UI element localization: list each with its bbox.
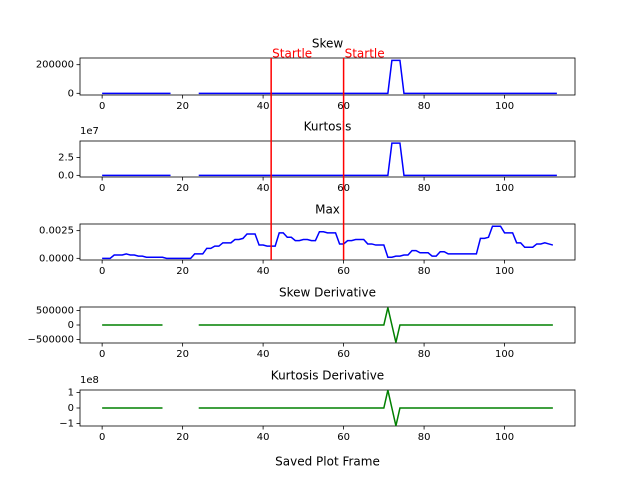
- x-tick-label: 80: [418, 432, 431, 443]
- data-line: [102, 307, 553, 343]
- x-tick-label: 80: [418, 101, 431, 112]
- x-tick-label: 20: [176, 349, 189, 360]
- subplot-title: Skew Derivative: [279, 286, 376, 300]
- x-tick-label: 100: [495, 432, 514, 443]
- x-tick-label: 60: [337, 432, 350, 443]
- y-tick-label: 500000: [36, 305, 74, 316]
- data-line: [102, 389, 553, 427]
- data-line: [102, 225, 554, 260]
- subplot-title: Skew: [312, 37, 344, 51]
- x-tick-label: 40: [257, 349, 270, 360]
- x-tick-label: 60: [337, 349, 350, 360]
- y-tick-label: 0.0000: [39, 253, 74, 264]
- x-tick-label: 40: [257, 183, 270, 194]
- x-tick-label: 80: [418, 266, 431, 277]
- data-line: [102, 142, 557, 177]
- axes-frame: [79, 57, 576, 96]
- x-tick-label: 0: [99, 349, 105, 360]
- y-tick-label: 0: [68, 320, 74, 331]
- offset-text: 1e7: [80, 126, 99, 137]
- data-line: [102, 59, 557, 95]
- x-tick-label: 0: [99, 266, 105, 277]
- x-tick-label: 0: [99, 432, 105, 443]
- x-tick-label: 20: [176, 183, 189, 194]
- y-tick-label: 200000: [36, 60, 74, 71]
- x-tick-label: 20: [176, 266, 189, 277]
- x-tick-label: 80: [418, 183, 431, 194]
- subplot-title: Max: [315, 203, 340, 217]
- y-tick-label: 2.5: [58, 152, 74, 163]
- x-tick-label: 40: [257, 266, 270, 277]
- y-tick-label: −500000: [27, 335, 74, 346]
- y-tick-label: −1: [59, 419, 74, 430]
- x-tick-label: 20: [176, 432, 189, 443]
- x-tick-label: 80: [418, 349, 431, 360]
- y-tick-label: 1: [68, 387, 74, 398]
- x-tick-label: 40: [257, 432, 270, 443]
- x-tick-label: 100: [495, 349, 514, 360]
- axes-frame: [79, 223, 576, 261]
- x-tick-label: 100: [495, 183, 514, 194]
- subplot-title: Kurtosis Derivative: [271, 369, 384, 383]
- x-tick-label: 100: [495, 266, 514, 277]
- startle-label: Startle: [272, 47, 312, 61]
- subplot-title: Kurtosis: [304, 120, 352, 134]
- y-tick-label: 0: [68, 403, 74, 414]
- startle-label: Startle: [345, 47, 385, 61]
- x-tick-label: 20: [176, 101, 189, 112]
- offset-text: 1e8: [80, 375, 99, 386]
- x-tick-label: 40: [257, 101, 270, 112]
- x-tick-label: 0: [99, 101, 105, 112]
- axes-frame: [79, 140, 576, 178]
- y-tick-label: 0: [68, 88, 74, 99]
- x-tick-label: 0: [99, 183, 105, 194]
- x-tick-label: 100: [495, 101, 514, 112]
- y-tick-label: 0.0025: [39, 226, 74, 237]
- x-axis-label: Saved Plot Frame: [275, 455, 380, 469]
- y-tick-label: 0.0: [58, 170, 74, 181]
- x-tick-label: 60: [337, 266, 350, 277]
